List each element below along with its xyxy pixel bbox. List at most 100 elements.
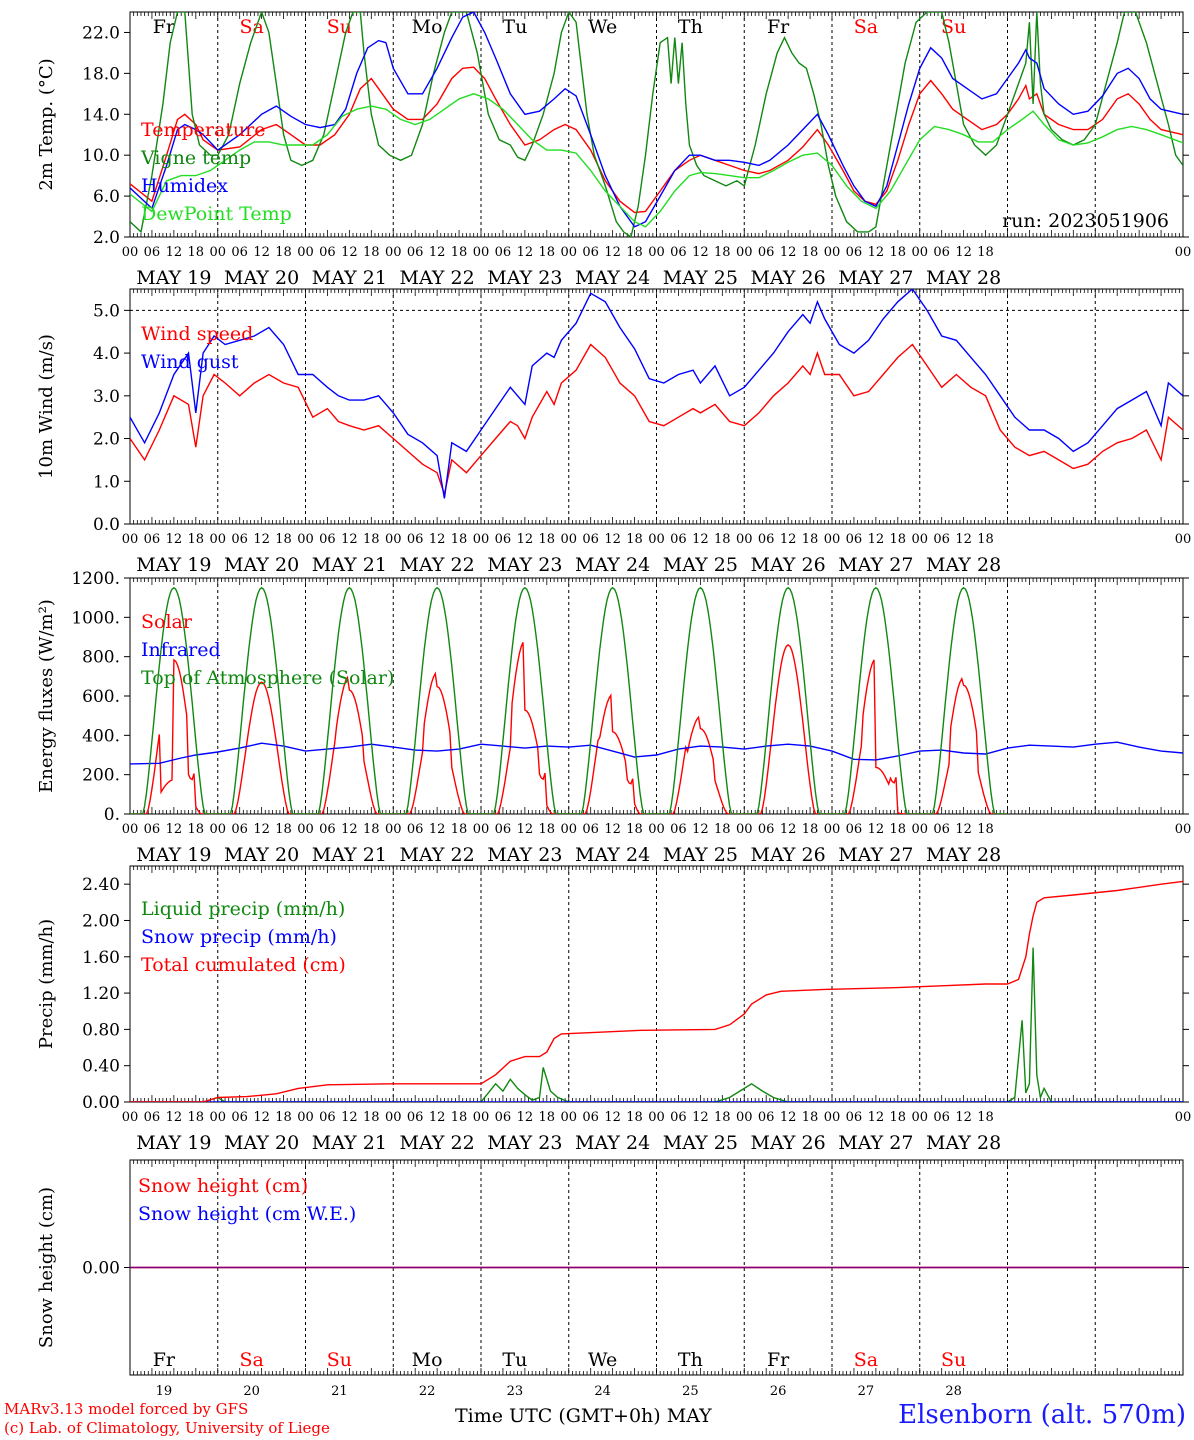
x-hour-label: 12: [780, 532, 797, 547]
weekday-label: Su: [327, 1349, 352, 1371]
x-hour-label: 00: [122, 532, 139, 547]
x-hour-label: 18: [539, 245, 556, 260]
x-hour-label: 18: [626, 532, 643, 547]
x-date-label: MAY 25: [663, 844, 738, 866]
x-hour-label: 18: [275, 532, 292, 547]
x-date-label: MAY 27: [838, 844, 913, 866]
x-hour-label: 12: [692, 532, 709, 547]
x-hour-label: 18: [714, 822, 731, 837]
panel-1: 2.0 6.0 10.0 14.0 18.0 22.0 2m Temp. (°C) 00 06 1…: [36, 11, 1191, 289]
x-hour-label: 00: [736, 1110, 753, 1125]
x-hour-label: 12: [166, 532, 183, 547]
weekday-label: Su: [941, 1349, 966, 1371]
day-number-label: 25: [682, 1384, 699, 1399]
x-hour-label: 00: [911, 245, 928, 260]
day-number-label: 24: [594, 1384, 611, 1399]
x-date-label: MAY 27: [838, 1132, 913, 1154]
x-hour-label: 18: [451, 822, 468, 837]
x-hour-label: 06: [758, 822, 775, 837]
x-date-label: MAY 24: [575, 844, 650, 866]
x-hour-label: 00: [385, 245, 402, 260]
series-line-temperature: [130, 66, 1183, 214]
weekday-label: Tu: [502, 16, 527, 38]
x-hour-label: 06: [407, 532, 424, 547]
x-hour-label: 00: [297, 245, 314, 260]
legend-entry: Liquid precip (mm/h): [141, 898, 345, 920]
x-hour-label: 00: [560, 1110, 577, 1125]
x-hour-label: 12: [341, 822, 358, 837]
x-hour-label: 18: [539, 532, 556, 547]
y-tick-label: 0.80: [82, 1020, 120, 1040]
x-hour-label: 00: [122, 822, 139, 837]
x-hour-label: 06: [846, 822, 863, 837]
x-hour-label: 12: [341, 1110, 358, 1125]
x-hour-label: 12: [868, 532, 885, 547]
x-hour-label: 18: [539, 822, 556, 837]
weekday-label: Th: [678, 1349, 703, 1371]
x-hour-label: 00: [1175, 532, 1192, 547]
y-axis-label: Energy fluxes (W/m²): [36, 599, 57, 793]
x-date-label: MAY 26: [751, 554, 826, 576]
y-tick-label: 0.00: [82, 1259, 120, 1279]
x-hour-label: 12: [253, 245, 270, 260]
x-hour-label: 12: [253, 1110, 270, 1125]
x-date-label: MAY 28: [926, 554, 1001, 576]
x-hour-label: 06: [144, 822, 161, 837]
x-hour-label: 18: [890, 532, 907, 547]
x-hour-label: 00: [824, 822, 841, 837]
x-hour-label: 18: [714, 1110, 731, 1125]
legend-entry: DewPoint Temp: [141, 203, 292, 225]
series-line-liquid-precip-mm-h: [130, 947, 1183, 1102]
x-date-label: MAY 20: [224, 267, 299, 289]
x-hour-label: 00: [911, 532, 928, 547]
x-hour-label: 06: [407, 245, 424, 260]
x-date-label: MAY 19: [136, 844, 211, 866]
x-hour-label: 06: [933, 1110, 950, 1125]
x-hour-label: 18: [451, 1110, 468, 1125]
series-line-infrared: [130, 741, 1183, 765]
x-date-label: MAY 20: [224, 1132, 299, 1154]
x-hour-label: 06: [319, 532, 336, 547]
y-tick-label: 0.00: [82, 1093, 120, 1113]
x-hour-label: 18: [802, 245, 819, 260]
x-hour-label: 12: [429, 245, 446, 260]
x-hour-label: 18: [188, 532, 205, 547]
x-hour-label: 18: [363, 822, 380, 837]
x-date-label: MAY 21: [312, 554, 387, 576]
weekday-label: Mo: [412, 1349, 443, 1371]
station-label: Elsenborn (alt. 570m): [898, 1400, 1186, 1430]
x-hour-label: 12: [517, 245, 534, 260]
series-group: [130, 880, 1183, 1102]
x-hour-label: 00: [385, 1110, 402, 1125]
day-number-label: 23: [507, 1384, 524, 1399]
x-hour-label: 06: [846, 245, 863, 260]
x-hour-label: 18: [626, 822, 643, 837]
x-hour-label: 18: [451, 532, 468, 547]
x-hour-label: 00: [736, 245, 753, 260]
y-tick-label: 5.0: [93, 301, 120, 321]
weekday-label: Sa: [239, 1349, 263, 1371]
x-hour-label: 12: [517, 822, 534, 837]
footer-credit-1: MARv3.13 model forced by GFS: [4, 1400, 249, 1418]
x-hour-label: 12: [780, 822, 797, 837]
x-date-label: MAY 25: [663, 267, 738, 289]
weekday-label: Tu: [502, 1349, 527, 1371]
y-tick-label: 2.40: [82, 875, 120, 895]
panel-4: 0.00 0.40 0.80 1.20 1.60 2.00 2.40 Precip (mm/h…: [36, 865, 1191, 1154]
x-hour-label: 06: [231, 822, 248, 837]
y-tick-label: 6.0: [93, 187, 120, 207]
y-tick-label: 1.20: [82, 984, 120, 1004]
x-hour-label: 00: [473, 822, 490, 837]
x-hour-label: 06: [758, 532, 775, 547]
day-number-label: 20: [243, 1384, 260, 1399]
panel-5: 0.00 Snow height (cm) Fr 19 Sa 20 Su 21 Mo 22 Tu 23…: [36, 1159, 1189, 1399]
x-date-label: MAY 23: [487, 267, 562, 289]
weekday-label: Fr: [153, 16, 176, 38]
y-tick-label: 1000.: [71, 608, 120, 628]
series-group: [130, 586, 1183, 814]
x-date-label: MAY 26: [751, 844, 826, 866]
x-hour-label: 06: [670, 532, 687, 547]
legend-entry: Top of Atmosphere (Solar): [141, 667, 394, 689]
x-axis-label-text: Time UTC (GMT+0h): [455, 1405, 661, 1427]
panel-2: 0.0 1.0 2.0 3.0 4.0 5.0 10m Wind (m/s) 00 06 12 18…: [36, 288, 1192, 576]
